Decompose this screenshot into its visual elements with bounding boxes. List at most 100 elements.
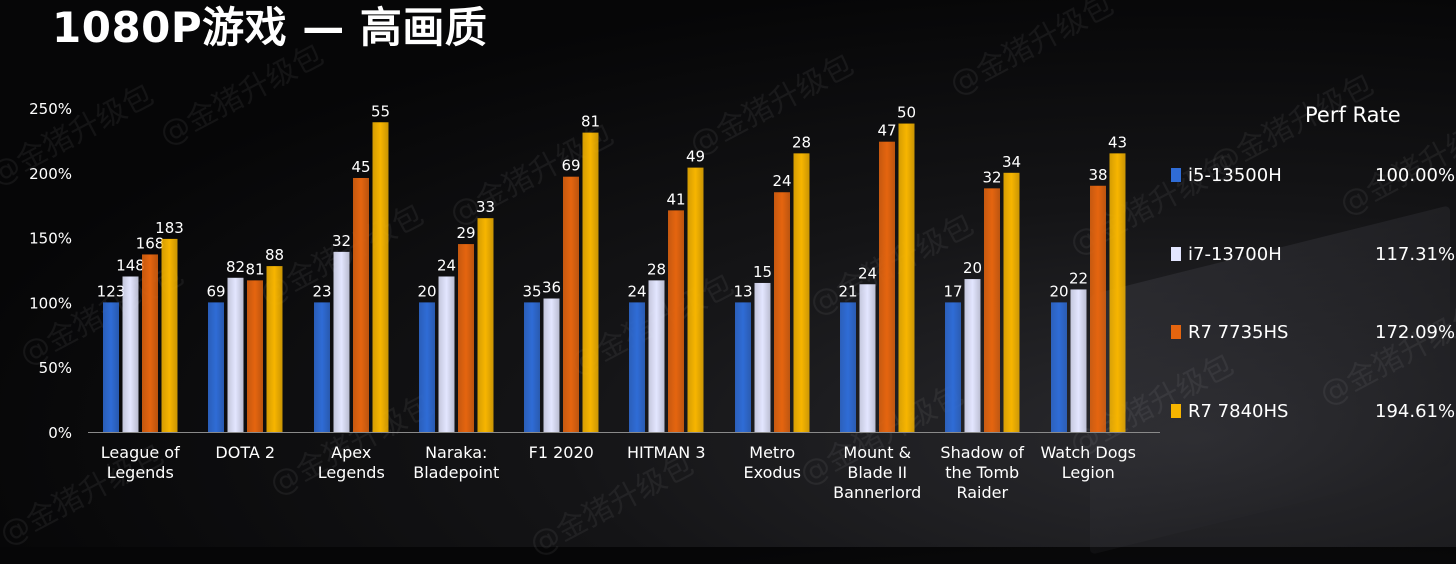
bar xyxy=(333,251,350,432)
bar xyxy=(524,302,540,432)
page-title: 1080P游戏 — 高画质 xyxy=(52,3,488,52)
bar-value-label: 23 xyxy=(312,282,331,300)
bar xyxy=(1051,302,1067,432)
bar xyxy=(372,122,389,433)
bar-value-label: 32 xyxy=(332,232,351,250)
category-label: Apex xyxy=(331,443,371,462)
bar xyxy=(477,218,494,432)
y-tick-label: 100% xyxy=(29,294,72,312)
bar xyxy=(668,210,684,432)
bar-value-label: 21 xyxy=(838,282,857,300)
bar xyxy=(898,123,915,432)
bar xyxy=(142,254,158,432)
legend-series-name: R7 7735HS xyxy=(1188,321,1289,343)
bar xyxy=(945,302,961,432)
bar-value-label: 45 xyxy=(351,158,370,176)
bar xyxy=(1109,153,1126,433)
bar-value-label: 38 xyxy=(1088,166,1107,184)
bar xyxy=(629,302,645,432)
bar xyxy=(458,244,474,432)
bar xyxy=(208,302,224,432)
bar-value-label: 41 xyxy=(666,190,685,208)
y-tick-label: 0% xyxy=(48,424,72,442)
bar-value-label: 20 xyxy=(963,259,982,277)
category-label: Legion xyxy=(1062,463,1115,482)
bar xyxy=(964,279,981,432)
bar-value-label: 24 xyxy=(437,256,456,274)
legend-series-name: i5-13500H xyxy=(1188,164,1282,186)
bar xyxy=(1070,289,1087,432)
category-label: Blade II xyxy=(847,463,907,482)
bar xyxy=(859,284,876,432)
category-label: Mount & xyxy=(843,443,911,462)
bar xyxy=(735,302,751,432)
bar xyxy=(793,153,810,433)
category-label: the Tomb xyxy=(945,463,1019,482)
bar-value-label: 183 xyxy=(155,219,184,237)
bar-value-label: 55 xyxy=(371,102,390,120)
bar xyxy=(161,238,178,432)
bar xyxy=(984,188,1000,432)
bar-value-label: 123 xyxy=(97,282,126,300)
bar-value-label: 148 xyxy=(116,256,145,274)
bar-value-label: 24 xyxy=(858,264,877,282)
bar xyxy=(103,302,119,432)
legend-swatch xyxy=(1171,404,1181,418)
category-label: Metro xyxy=(749,443,795,462)
category-label: Exodus xyxy=(743,463,801,482)
legend-series-name: i7-13700H xyxy=(1188,243,1282,265)
bar-value-label: 69 xyxy=(206,282,225,300)
bar-value-label: 24 xyxy=(772,172,791,190)
bar-value-label: 81 xyxy=(581,113,600,131)
bar xyxy=(648,280,665,432)
category-label: HITMAN 3 xyxy=(627,443,706,462)
bar-chart: 0% 50% 100% 150% 200% 250% 123 69 23 20 35 24 13 21 17… xyxy=(29,102,1160,502)
legend-title: Perf Rate xyxy=(1305,103,1401,127)
legend-swatch xyxy=(1171,325,1181,339)
legend-item-r7-7840hs: R7 7840HS 194.61% xyxy=(1171,399,1455,423)
legend-swatch xyxy=(1171,247,1181,261)
bar xyxy=(754,282,771,432)
bar-value-label: 49 xyxy=(686,148,705,166)
bar-value-label: 35 xyxy=(522,282,541,300)
bar xyxy=(1090,185,1106,432)
category-label: Naraka: xyxy=(425,443,487,462)
bar xyxy=(840,302,856,432)
bar-value-label: 81 xyxy=(245,260,264,278)
category-label: Watch Dogs xyxy=(1041,443,1137,462)
bar-value-label: 28 xyxy=(647,260,666,278)
bar xyxy=(438,276,455,432)
bar-value-label: 69 xyxy=(561,157,580,175)
bar-value-label: 168 xyxy=(136,234,165,252)
bar xyxy=(122,276,139,432)
legend-perf-rate: 172.09% xyxy=(1375,321,1456,343)
bar xyxy=(879,141,895,433)
bar-value-label: 13 xyxy=(733,282,752,300)
bar-value-label: 24 xyxy=(627,282,646,300)
legend-perf-rate: 194.61% xyxy=(1375,400,1456,422)
bar-value-label: 88 xyxy=(265,246,284,264)
bar-value-label: 20 xyxy=(1049,282,1068,300)
category-label: Shadow of xyxy=(940,443,1024,462)
bar xyxy=(247,280,263,432)
category-label: DOTA 2 xyxy=(215,443,275,462)
bar xyxy=(266,266,283,432)
y-tick-label: 50% xyxy=(39,359,72,377)
category-label: Bannerlord xyxy=(833,483,921,502)
bar-value-label: 50 xyxy=(897,104,916,122)
legend-swatch xyxy=(1171,168,1181,182)
legend-series-name: R7 7840HS xyxy=(1188,400,1289,422)
bar-value-label: 43 xyxy=(1108,133,1127,151)
bar-value-label: 34 xyxy=(1002,153,1021,171)
category-label: F1 2020 xyxy=(529,443,594,462)
category-label: Legends xyxy=(107,463,174,482)
bar-value-label: 82 xyxy=(226,258,245,276)
bar-value-label: 22 xyxy=(1069,269,1088,287)
legend-perf-rate: 100.00% xyxy=(1375,164,1456,186)
bar-value-label: 15 xyxy=(753,263,772,281)
legend-item-i5-13500h: i5-13500H 100.00% xyxy=(1171,163,1455,187)
bar xyxy=(227,277,244,432)
bar xyxy=(353,177,369,432)
category-label: League of xyxy=(101,443,180,462)
legend-perf-rate: 117.31% xyxy=(1375,243,1456,265)
